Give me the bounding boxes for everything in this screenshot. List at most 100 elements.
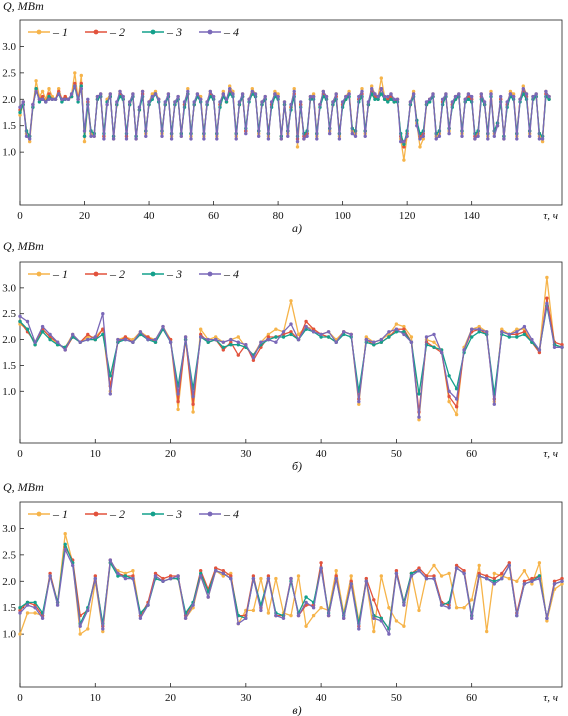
data-point <box>545 619 549 623</box>
data-point <box>349 574 353 578</box>
data-point <box>55 340 60 344</box>
data-point <box>93 335 98 339</box>
data-point <box>515 137 519 141</box>
data-point <box>505 100 509 104</box>
data-point <box>428 97 432 102</box>
panel-label: б) <box>292 459 302 473</box>
data-point <box>528 134 532 138</box>
data-point <box>79 87 84 91</box>
data-point <box>266 137 271 141</box>
data-point <box>161 576 165 581</box>
data-point <box>537 348 542 352</box>
chart-panel-1: 1.0 1.5 2.0 2.5 3.0 0 20 40 60 80 100 120 140 Q, МВт τ… <box>2 0 563 235</box>
data-point <box>63 542 67 546</box>
data-point <box>18 319 22 324</box>
data-point <box>531 94 535 99</box>
legend-label: – 1 <box>52 267 68 281</box>
data-point <box>150 92 154 96</box>
data-point <box>447 131 451 136</box>
data-point <box>131 574 135 578</box>
data-point <box>552 345 557 349</box>
data-point <box>319 566 323 570</box>
data-point <box>115 100 119 104</box>
x-tick-label: 140 <box>463 210 480 222</box>
data-point <box>311 613 316 618</box>
data-point <box>224 100 229 104</box>
data-point <box>183 616 188 620</box>
data-point <box>251 608 256 613</box>
panel-label: в) <box>292 703 301 716</box>
data-point <box>131 340 135 344</box>
data-point <box>214 337 218 342</box>
data-point <box>237 100 242 104</box>
data-point <box>40 97 45 102</box>
data-point <box>304 319 308 324</box>
data-point <box>302 137 306 141</box>
legend-swatch-marker <box>207 271 213 277</box>
data-point <box>515 327 519 331</box>
data-point <box>418 145 422 149</box>
data-point <box>326 613 331 618</box>
data-point <box>473 137 477 141</box>
data-point <box>78 340 82 344</box>
data-point <box>537 574 542 578</box>
data-point <box>417 569 421 573</box>
data-point <box>37 97 42 102</box>
x-tick-label: 50 <box>391 692 403 704</box>
data-point <box>269 100 274 104</box>
chart-panel-2: 1.0 1.5 2.0 2.5 3.0 0 10 20 30 40 50 60 Q, МВт τ, ч б)… <box>2 239 564 473</box>
data-point <box>311 92 316 96</box>
data-point <box>305 134 309 138</box>
data-point <box>176 574 180 578</box>
data-point <box>221 571 225 576</box>
data-point <box>229 340 233 344</box>
data-point <box>470 616 474 620</box>
series-line-1 <box>19 276 563 421</box>
data-point <box>73 84 77 88</box>
data-point <box>274 335 278 339</box>
data-point <box>79 84 84 88</box>
data-point <box>131 569 135 573</box>
series-line-4 <box>19 548 563 635</box>
data-point <box>121 94 125 99</box>
data-point <box>319 561 323 565</box>
y-tick-label: 1.5 <box>2 360 16 372</box>
data-point <box>515 330 519 334</box>
data-point <box>289 322 293 326</box>
chart-panel-3: 1.0 1.5 2.0 2.5 3.0 0 10 20 30 40 50 60 Q, МВт τ, ч в)… <box>2 480 564 716</box>
data-point <box>340 100 345 104</box>
data-point <box>234 137 238 141</box>
data-point <box>176 407 180 412</box>
data-point <box>507 576 511 581</box>
data-point <box>387 330 391 334</box>
data-point <box>40 89 45 94</box>
data-point <box>274 576 278 581</box>
data-point <box>176 392 180 396</box>
data-point <box>221 574 225 578</box>
data-point <box>304 624 308 628</box>
data-point <box>137 105 142 109</box>
data-point <box>454 563 459 568</box>
data-point <box>224 97 229 102</box>
x-tick-label: 0 <box>17 692 23 704</box>
data-point <box>189 137 193 141</box>
data-point <box>251 358 256 362</box>
data-point <box>86 627 90 631</box>
data-point <box>349 582 353 586</box>
data-point <box>101 312 105 316</box>
data-point <box>199 327 203 331</box>
data-point <box>202 137 206 141</box>
data-point <box>405 134 409 138</box>
data-point <box>71 332 75 337</box>
data-point <box>206 337 210 342</box>
data-point <box>477 324 481 329</box>
data-point <box>521 87 525 91</box>
data-point <box>409 574 414 578</box>
data-point <box>73 71 77 75</box>
data-point <box>311 606 316 610</box>
data-point <box>411 89 416 94</box>
series-4 <box>18 301 564 419</box>
data-point <box>63 547 67 552</box>
data-point <box>373 97 377 102</box>
data-point <box>111 137 116 141</box>
